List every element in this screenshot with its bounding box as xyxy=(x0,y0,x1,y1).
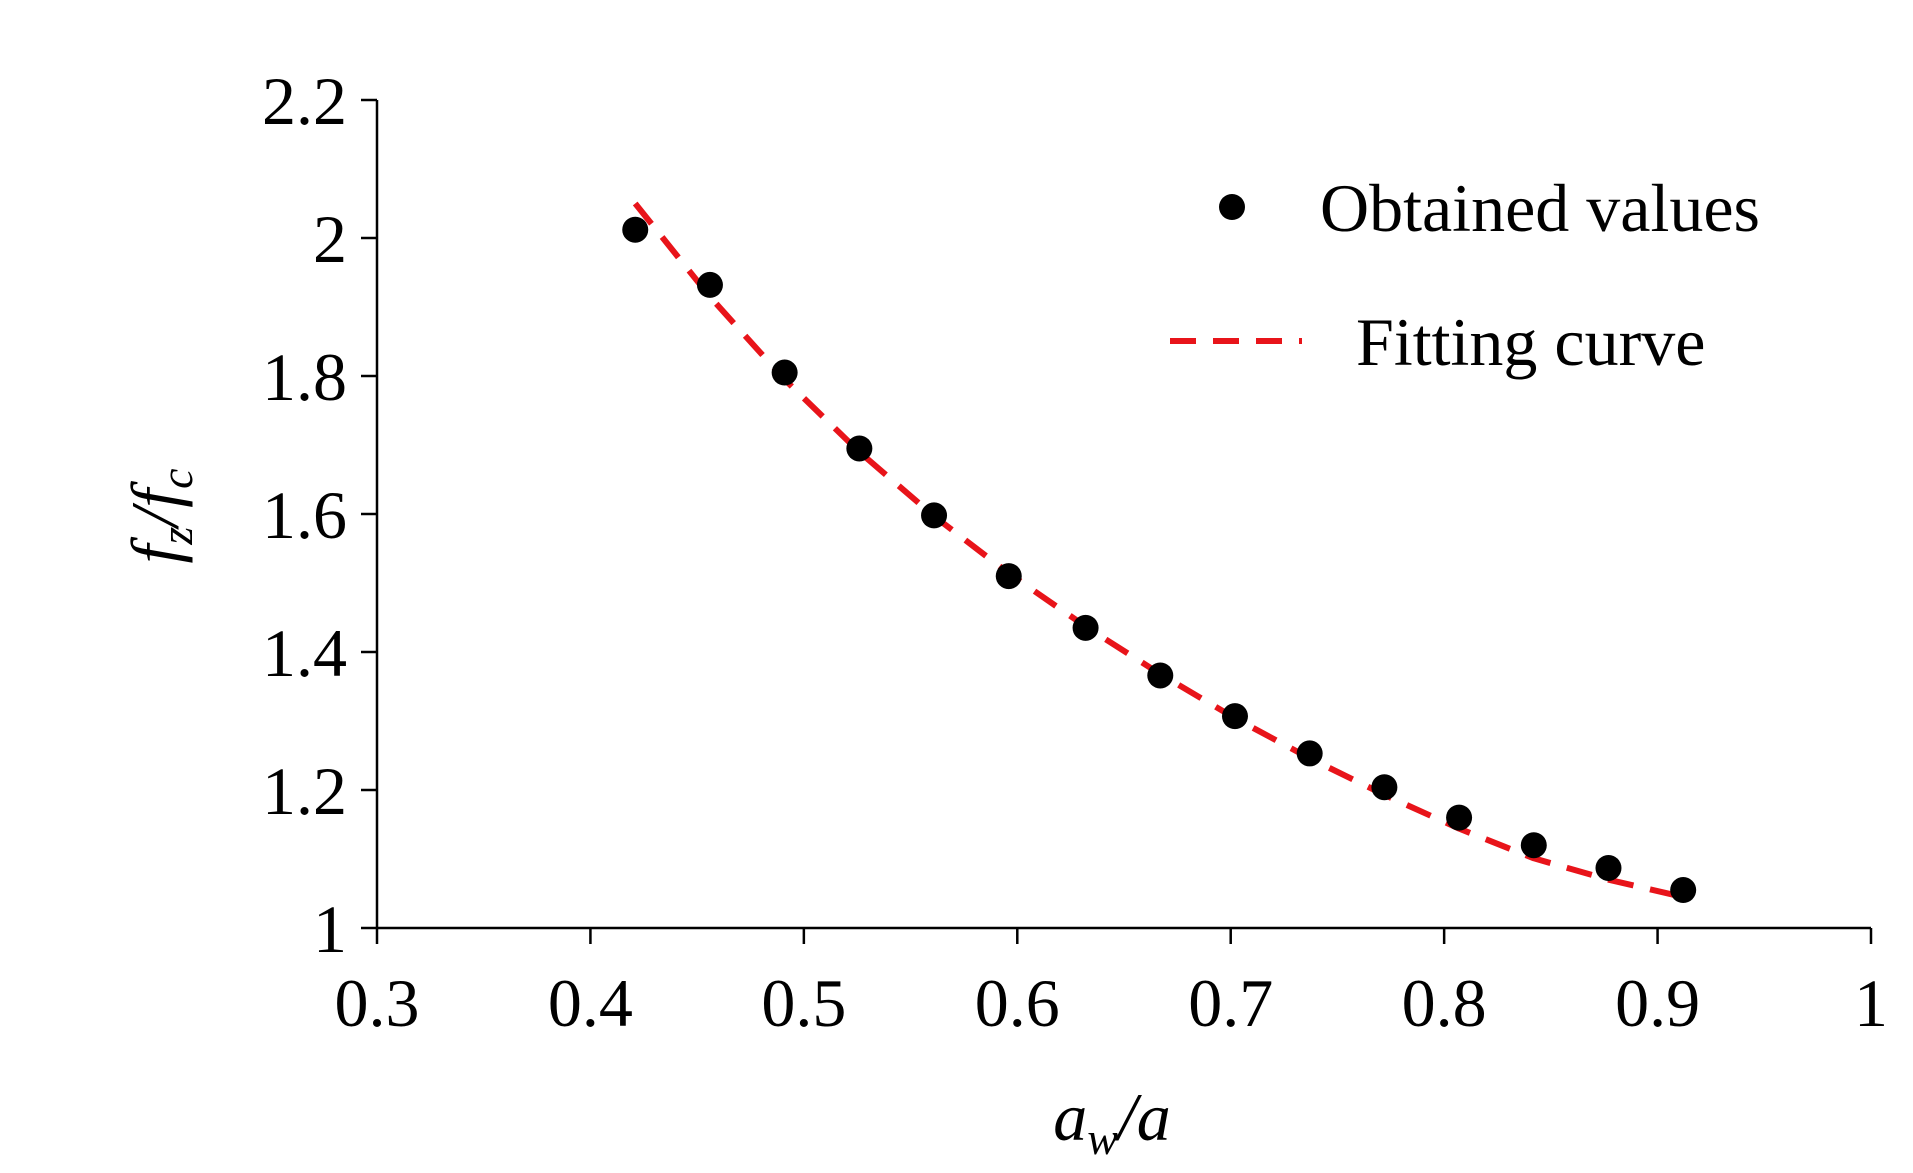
data-point xyxy=(1147,662,1174,689)
x-axis-title: aw/a xyxy=(1053,1079,1171,1164)
data-point xyxy=(846,435,873,462)
data-point xyxy=(995,563,1022,590)
data-point xyxy=(921,502,948,529)
data-point xyxy=(1371,774,1398,801)
y-tick-label: 2 xyxy=(313,201,347,277)
data-point xyxy=(1520,832,1547,859)
legend: Obtained values Fitting curve xyxy=(1170,170,1760,380)
x-tick-label: 1 xyxy=(1854,965,1888,1041)
y-tick-label: 1.4 xyxy=(262,615,347,691)
legend-label-fitting: Fitting curve xyxy=(1356,304,1705,380)
y-tick-label: 1.6 xyxy=(262,477,347,553)
data-point xyxy=(1670,877,1697,904)
x-tick-label: 0.6 xyxy=(975,965,1060,1041)
series-layer xyxy=(622,201,1697,904)
y-tick-label: 2.2 xyxy=(262,63,347,139)
data-point xyxy=(622,216,649,243)
legend-label-obtained: Obtained values xyxy=(1320,170,1760,246)
x-tick-label: 0.8 xyxy=(1402,965,1487,1041)
data-point xyxy=(1072,614,1099,641)
data-point xyxy=(1296,740,1323,767)
y-tick-label: 1.8 xyxy=(262,339,347,415)
legend-marker-obtained xyxy=(1219,194,1245,220)
x-tick-label: 0.4 xyxy=(548,965,633,1041)
x-tick-label: 0.7 xyxy=(1188,965,1273,1041)
x-tick-label: 0.5 xyxy=(761,965,846,1041)
data-point xyxy=(771,359,798,386)
y-tick-label: 1.2 xyxy=(262,753,347,829)
axis-labels: aw/a fz/fc xyxy=(117,468,1171,1164)
data-point xyxy=(696,271,723,298)
data-point xyxy=(1446,804,1473,831)
y-tick-label: 1 xyxy=(313,891,347,967)
axes-layer: 1 1.2 1.4 1.6 1.8 2 2.2 0.3 0.4 0.5 0.6 0.7 0.8 0.9 1 xyxy=(262,63,1888,1041)
x-tick-label: 0.3 xyxy=(335,965,420,1041)
data-point xyxy=(1595,854,1622,881)
y-axis-title: fz/fc xyxy=(117,468,202,563)
x-tick-label: 0.9 xyxy=(1615,965,1700,1041)
data-point xyxy=(1221,703,1248,730)
